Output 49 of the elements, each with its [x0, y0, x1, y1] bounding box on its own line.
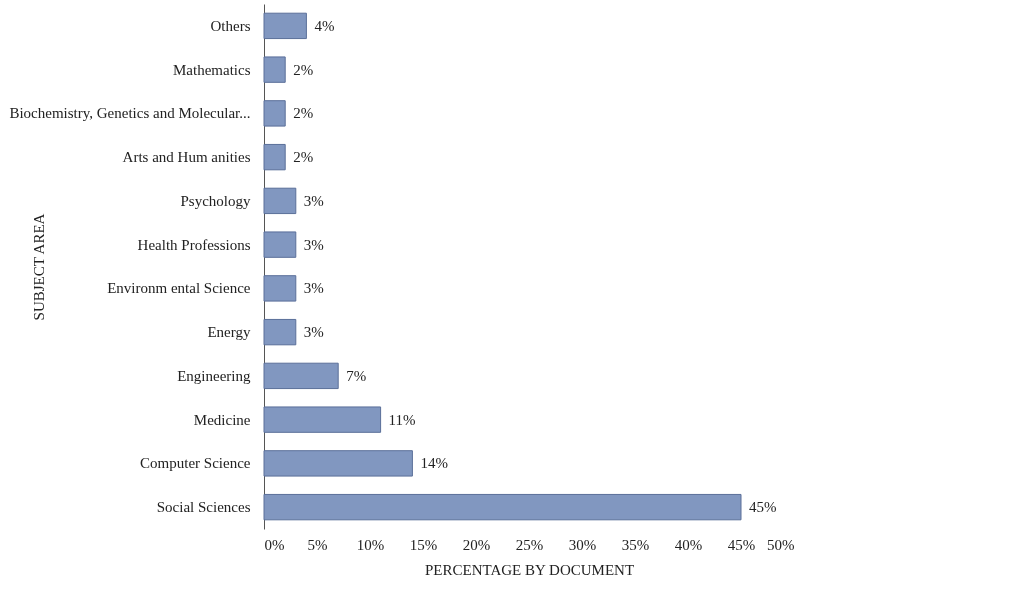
data-label: 3%	[303, 324, 324, 341]
data-label: 14%	[420, 455, 448, 472]
x-axis-title: PERCENTAGE BY DOCUMENT	[424, 561, 635, 578]
x-tick-label: 0%	[264, 536, 285, 553]
y-tick-label: Biochemistry, Genetics and Molecular...	[9, 105, 251, 122]
x-tick-label: 45%	[727, 536, 756, 553]
data-label: 3%	[303, 192, 324, 209]
bar	[263, 450, 413, 477]
y-tick-label: Engineering	[177, 367, 251, 384]
x-tick-label: 20%	[462, 536, 491, 553]
x-tick-label: 15%	[409, 536, 438, 553]
x-tick-label: 5%	[307, 536, 328, 553]
bar	[263, 275, 297, 302]
bar	[263, 12, 307, 40]
bar	[263, 143, 286, 171]
data-label: 3%	[303, 280, 324, 297]
bar	[263, 406, 382, 433]
bar	[263, 318, 297, 346]
data-label: 7%	[346, 367, 367, 384]
y-tick-label: Social Sciences	[156, 499, 251, 516]
y-tick-label: Environm ental Science	[107, 280, 251, 297]
x-tick-label: 30%	[568, 536, 597, 553]
data-label: 2%	[293, 105, 314, 122]
y-tick-label: Health Professions	[137, 236, 251, 253]
y-tick-label: Arts and Hum anities	[122, 149, 251, 166]
bar	[263, 231, 297, 258]
y-tick-label: Others	[210, 17, 251, 34]
y-tick-label: Computer Science	[140, 455, 251, 472]
data-label: 2%	[293, 61, 314, 78]
bar	[263, 187, 297, 215]
x-tick-label: 10%	[356, 536, 385, 553]
x-tick-label: 35%	[621, 536, 650, 553]
bar	[263, 362, 339, 390]
data-label: 11%	[388, 411, 416, 428]
data-label: 45%	[749, 499, 777, 516]
y-tick-label: Mathematics	[173, 61, 251, 78]
bar	[263, 493, 742, 521]
data-label: 3%	[303, 236, 324, 253]
y-tick-label: Energy	[207, 324, 251, 341]
x-tick-label: 40%	[674, 536, 703, 553]
data-label: 4%	[314, 17, 335, 34]
y-tick-label: Psychology	[180, 192, 251, 209]
x-tick-label: 25%	[515, 536, 544, 553]
x-tick-label: 50%	[767, 536, 795, 553]
y-tick-label: Medicine	[193, 411, 251, 428]
bar	[263, 100, 286, 127]
data-label: 2%	[293, 149, 314, 166]
bar	[263, 56, 286, 83]
y-axis-title: SUBJECT AREA	[30, 213, 47, 321]
